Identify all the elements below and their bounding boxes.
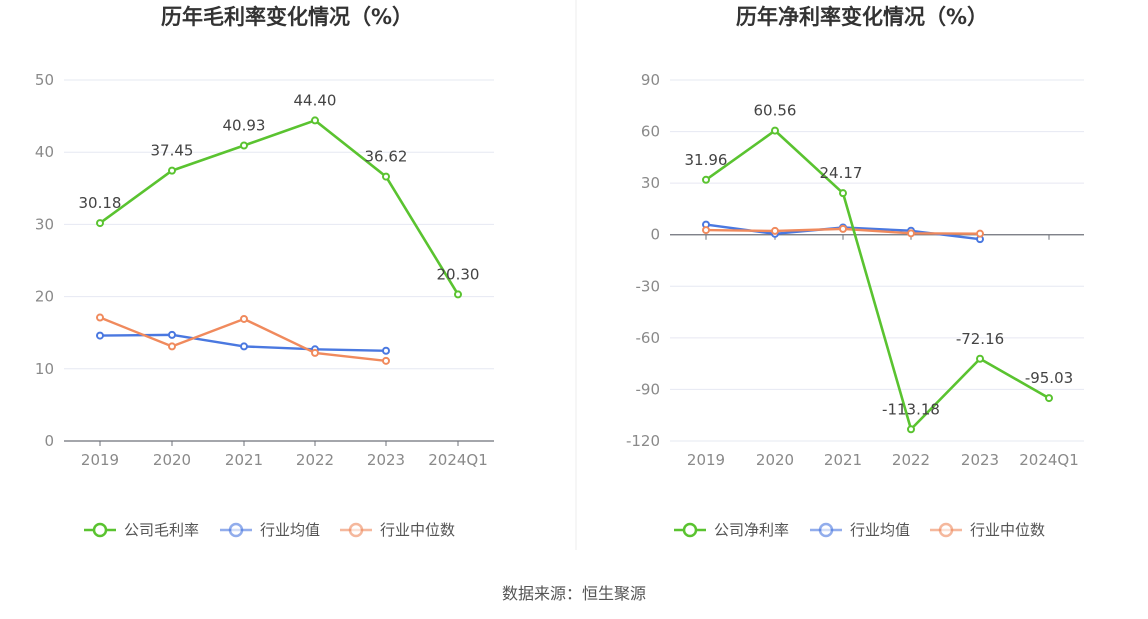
chart-title: 历年净利率变化情况（%） — [736, 5, 988, 29]
y-tick-label: 0 — [650, 226, 660, 244]
y-tick-label: 30 — [35, 215, 54, 233]
data-label: 30.18 — [79, 194, 122, 212]
y-tick-label: -60 — [636, 329, 661, 347]
data-point — [240, 141, 248, 150]
y-tick-label: 40 — [35, 143, 54, 161]
chart-title: 历年毛利率变化情况（%） — [161, 5, 413, 29]
circle-line-icon — [92, 522, 108, 538]
data-point — [168, 166, 176, 175]
data-label: -113.18 — [882, 400, 940, 418]
data-point — [311, 116, 319, 125]
circle-line-icon — [818, 522, 834, 538]
x-tick-label: 2020 — [756, 451, 794, 469]
legend-label: 行业均值 — [260, 521, 320, 539]
legend-item: 行业均值 — [810, 521, 910, 539]
source-note: 数据来源：恒生聚源 — [501, 584, 646, 603]
legend-item: 行业中位数 — [930, 521, 1045, 539]
legend-label: 行业均值 — [850, 521, 910, 539]
data-label: -95.03 — [1025, 369, 1073, 387]
data-point — [168, 330, 176, 339]
x-tick-label: 2023 — [961, 451, 999, 469]
x-tick-label: 2023 — [367, 451, 405, 469]
series-line — [99, 119, 460, 296]
data-point — [976, 229, 984, 238]
circle-line-icon — [938, 522, 954, 538]
y-tick-label: -120 — [626, 432, 660, 450]
legend-item: 行业中位数 — [340, 521, 455, 539]
y-tick-label: -30 — [636, 277, 661, 295]
data-label: 44.40 — [294, 91, 337, 109]
data-point — [382, 346, 390, 355]
x-tick-label: 2022 — [296, 451, 334, 469]
legend-item: 公司净利率 — [674, 521, 789, 539]
data-point — [839, 224, 847, 233]
net-margin-chart: 历年净利率变化情况（%） -120 -90 -60 -30 0 30 60 90 2019 2020… — [626, 5, 1084, 539]
data-label: 24.17 — [820, 164, 863, 182]
y-tick-label: -90 — [636, 380, 661, 398]
data-point — [771, 226, 779, 235]
data-label: 36.62 — [365, 148, 408, 166]
data-point — [1045, 394, 1053, 403]
data-point — [976, 354, 984, 363]
data-point — [907, 425, 915, 434]
x-tick-label: 2021 — [824, 451, 862, 469]
legend-label: 公司毛利率 — [124, 521, 199, 539]
y-tick-label: 10 — [35, 360, 54, 378]
y-tick-label: 0 — [44, 432, 54, 450]
x-tick-label: 2019 — [81, 451, 119, 469]
data-point — [168, 342, 176, 351]
y-tick-label: 60 — [641, 123, 660, 141]
data-point — [96, 313, 104, 322]
circle-line-icon — [682, 522, 698, 538]
data-label: 40.93 — [223, 116, 266, 134]
y-tick-label: 30 — [641, 174, 660, 192]
data-label: 31.96 — [685, 151, 728, 169]
x-tick-label: 2024Q1 — [428, 451, 488, 469]
y-tick-label: 50 — [35, 71, 54, 89]
circle-line-icon — [348, 522, 364, 538]
legend-item: 公司毛利率 — [84, 521, 199, 539]
data-point — [702, 226, 710, 235]
legend-label: 行业中位数 — [970, 521, 1045, 539]
data-label: 37.45 — [151, 142, 194, 160]
legend-label: 公司净利率 — [714, 521, 789, 539]
data-point — [907, 229, 915, 238]
data-label: -72.16 — [956, 330, 1004, 348]
data-point — [839, 189, 847, 198]
data-point — [454, 290, 462, 299]
x-tick-label: 2019 — [687, 451, 725, 469]
data-point — [382, 356, 390, 365]
legend-label: 行业中位数 — [380, 521, 455, 539]
x-tick-label: 2021 — [225, 451, 263, 469]
data-point — [702, 175, 710, 184]
x-tick-label: 2022 — [892, 451, 930, 469]
series-line — [99, 316, 387, 363]
data-point — [240, 342, 248, 351]
data-point — [240, 314, 248, 323]
data-point — [311, 348, 319, 357]
series-line — [705, 129, 1050, 431]
circle-line-icon — [228, 522, 244, 538]
y-tick-label: 90 — [641, 71, 660, 89]
data-point — [771, 126, 779, 135]
legend-item: 行业均值 — [220, 521, 320, 539]
data-point — [96, 331, 104, 340]
y-tick-label: 20 — [35, 288, 54, 306]
x-tick-label: 2020 — [153, 451, 191, 469]
gross-margin-chart: 历年毛利率变化情况（%） 0 10 20 30 40 50 2019 2020 2021 2022 2… — [35, 5, 494, 539]
data-point — [96, 219, 104, 228]
x-tick-label: 2024Q1 — [1019, 451, 1079, 469]
data-label: 20.30 — [437, 265, 480, 283]
data-label: 60.56 — [754, 102, 797, 120]
data-point — [382, 172, 390, 181]
